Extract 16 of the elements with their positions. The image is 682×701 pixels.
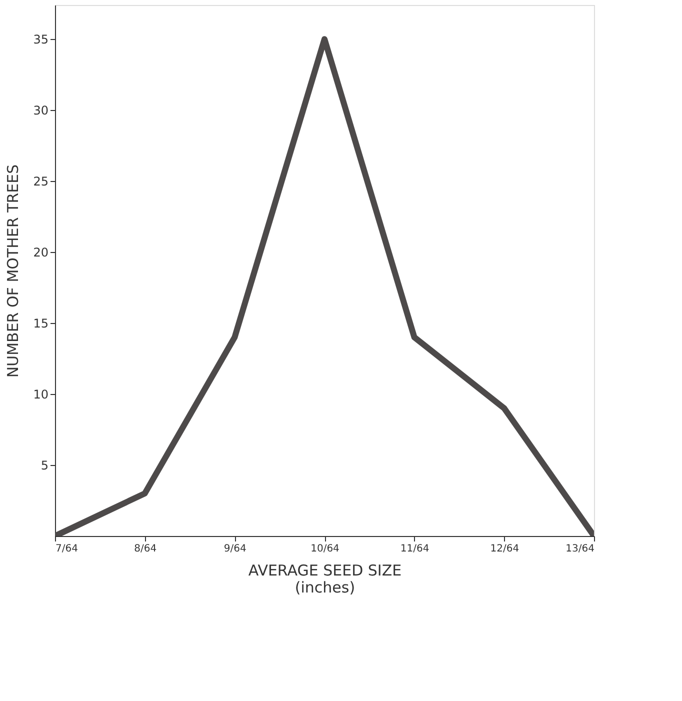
x-tick-label: 8/64 (134, 544, 157, 554)
y-tick-label: 15 (33, 316, 48, 331)
x-tick-label: 12/64 (490, 544, 520, 554)
y-tick-label: 20 (33, 246, 48, 260)
y-tick-label: 25 (33, 174, 48, 189)
x-tick-label: 13/64 (566, 544, 594, 554)
y-tick-label: 5 (40, 458, 48, 473)
x-axis-title: AVERAGE SEED SIZE (inches) (248, 562, 402, 596)
y-axis-title: NUMBER OF MOTHER TREES (4, 164, 22, 378)
x-tick-label: 10/64 (310, 544, 340, 554)
x-tick-label: 11/64 (400, 544, 430, 554)
x-tick-label: 9/64 (224, 544, 246, 554)
y-tick-label: 30 (33, 104, 48, 118)
x-tick-label: 7/64 (56, 544, 78, 554)
y-tick-label: 35 (33, 32, 48, 47)
y-tick-label: 10 (33, 388, 48, 402)
